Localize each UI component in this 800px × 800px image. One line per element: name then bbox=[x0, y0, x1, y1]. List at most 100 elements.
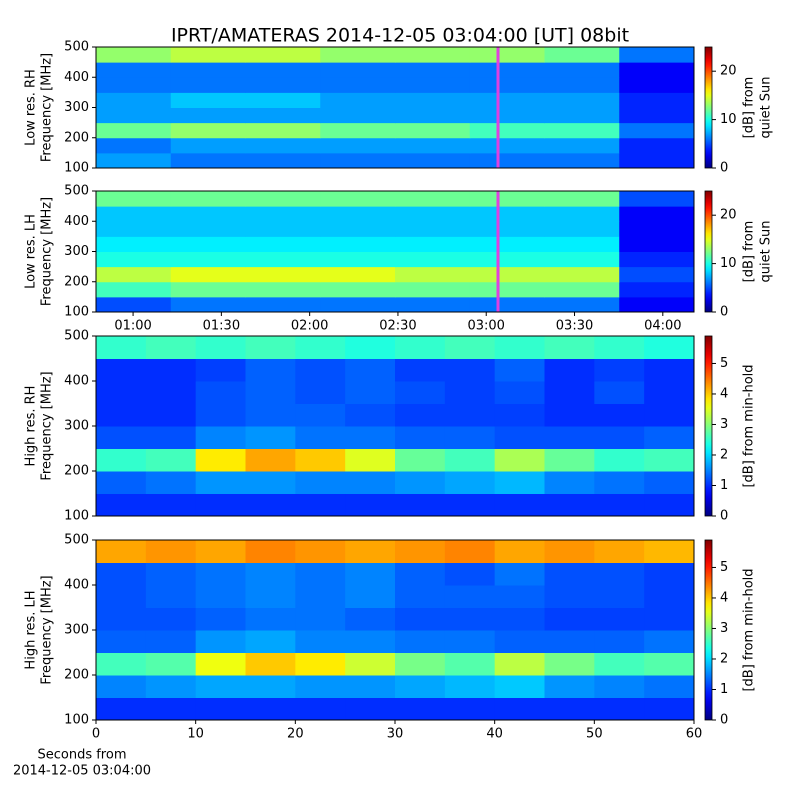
heat-cell bbox=[345, 697, 396, 721]
heat-cell bbox=[145, 630, 197, 653]
heat-cell bbox=[170, 281, 246, 298]
heat-cell bbox=[245, 191, 321, 207]
heat-cell bbox=[170, 137, 246, 154]
heat-cell bbox=[96, 236, 172, 252]
heat-cell bbox=[594, 426, 645, 449]
heat-cell bbox=[295, 426, 346, 449]
heat-cell bbox=[395, 107, 471, 124]
heat-cell bbox=[245, 540, 296, 563]
heat-cell bbox=[145, 540, 197, 563]
y-tick-label: 400 bbox=[64, 374, 89, 389]
heat-cell bbox=[469, 92, 545, 108]
heat-cell bbox=[619, 191, 695, 207]
heat-cell bbox=[245, 107, 321, 124]
heat-cell bbox=[320, 47, 396, 63]
heat-cell bbox=[544, 137, 620, 154]
heat-cell bbox=[320, 251, 396, 268]
heat-cell bbox=[494, 426, 545, 449]
heat-cell bbox=[644, 358, 695, 382]
heat-cell bbox=[170, 47, 246, 63]
heat-cell bbox=[295, 336, 346, 359]
heat-cell bbox=[619, 47, 695, 63]
heat-cell bbox=[320, 296, 396, 313]
heat-cell bbox=[145, 585, 197, 608]
heat-cell bbox=[395, 251, 471, 268]
heat-cell bbox=[644, 493, 695, 517]
heat-cell bbox=[96, 251, 172, 268]
heat-cell bbox=[96, 652, 147, 676]
x-axis-label: 2014-12-05 03:04:00 bbox=[13, 764, 151, 779]
heat-cell bbox=[469, 206, 545, 222]
heat-cell bbox=[170, 152, 246, 169]
heat-cell bbox=[395, 403, 446, 427]
heat-cell bbox=[644, 426, 695, 449]
heat-cell bbox=[320, 152, 396, 169]
heat-cell bbox=[145, 493, 197, 517]
colorbar-tick-label: 4 bbox=[720, 386, 728, 401]
heat-cell bbox=[245, 266, 321, 283]
heat-cell bbox=[195, 471, 246, 494]
heat-cell bbox=[469, 107, 545, 124]
heat-cell bbox=[619, 281, 695, 298]
heat-cell bbox=[469, 236, 545, 252]
y-tick-label: 100 bbox=[64, 305, 89, 320]
colorbar-tick-label: 5 bbox=[720, 356, 728, 371]
y-tick-label: 200 bbox=[64, 274, 89, 289]
heat-cell bbox=[395, 652, 446, 676]
heat-cell bbox=[320, 92, 396, 108]
heat-cell bbox=[469, 191, 545, 207]
heat-cell bbox=[469, 266, 545, 283]
x-tick-label: 30 bbox=[387, 727, 404, 742]
heat-cell bbox=[195, 562, 246, 586]
heat-cell bbox=[145, 336, 197, 359]
heat-cell bbox=[644, 448, 695, 472]
y-axis-label: Frequency [MHz] bbox=[40, 53, 55, 162]
colorbar-label: quiet Sun bbox=[759, 220, 774, 282]
y-axis-label: Low res. LH bbox=[24, 214, 39, 289]
heat-cell bbox=[170, 266, 246, 283]
y-tick-label: 400 bbox=[64, 70, 89, 85]
heat-cell bbox=[544, 471, 595, 494]
colorbar-tick-label: 1 bbox=[720, 682, 728, 697]
x-tick-label: 02:00 bbox=[291, 319, 328, 334]
heat-cell bbox=[96, 336, 147, 359]
heat-cell bbox=[544, 122, 620, 139]
y-tick-label: 300 bbox=[64, 623, 89, 638]
heat-cell bbox=[469, 221, 545, 237]
heat-cell bbox=[245, 607, 296, 631]
heat-cell bbox=[494, 471, 545, 494]
heat-cell bbox=[195, 336, 246, 359]
heat-cell bbox=[245, 652, 296, 676]
heat-cell bbox=[195, 493, 246, 517]
heat-cell bbox=[644, 381, 695, 404]
heat-cell bbox=[145, 403, 197, 427]
heat-cell bbox=[145, 675, 197, 698]
heat-cell bbox=[594, 493, 645, 517]
colorbar bbox=[704, 46, 713, 169]
heat-cell bbox=[96, 122, 172, 139]
heat-cell bbox=[96, 630, 147, 653]
heat-cell bbox=[444, 585, 496, 608]
heat-cell bbox=[96, 403, 147, 427]
heat-cell bbox=[644, 562, 695, 586]
heat-cell bbox=[96, 137, 172, 154]
heat-cell bbox=[245, 122, 321, 139]
heat-cell bbox=[444, 336, 496, 359]
heat-cell bbox=[644, 403, 695, 427]
heat-cell bbox=[644, 607, 695, 631]
heat-cell bbox=[444, 652, 496, 676]
heat-cell bbox=[145, 607, 197, 631]
heat-cell bbox=[245, 137, 321, 154]
heat-cell bbox=[145, 448, 197, 472]
heat-cell bbox=[395, 630, 446, 653]
heat-cell bbox=[494, 607, 545, 631]
heat-cell bbox=[444, 358, 496, 382]
heat-cell bbox=[395, 281, 471, 298]
heat-cell bbox=[644, 585, 695, 608]
heat-cell bbox=[469, 296, 545, 313]
heat-cell bbox=[594, 448, 645, 472]
heat-cell bbox=[96, 62, 172, 78]
heat-cell bbox=[494, 448, 545, 472]
y-axis-label: High res. RH bbox=[24, 386, 39, 467]
heat-cell bbox=[320, 107, 396, 124]
